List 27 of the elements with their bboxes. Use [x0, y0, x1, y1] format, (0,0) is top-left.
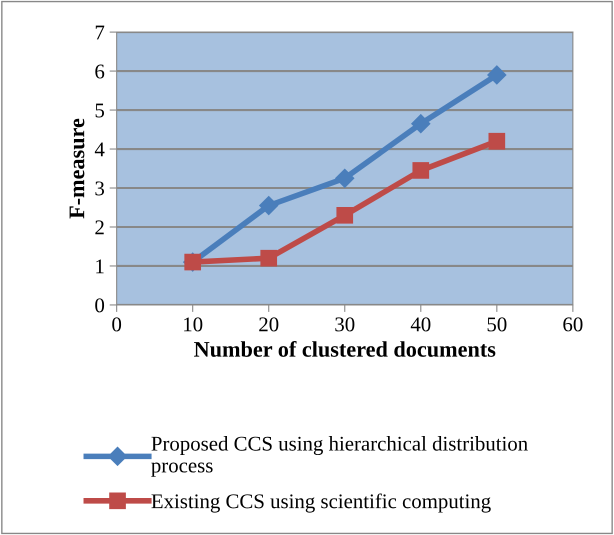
y-tick-label: 5 — [96, 104, 104, 118]
point — [411, 114, 430, 134]
point — [260, 250, 278, 267]
x-tick-label: 0 — [112, 317, 122, 332]
y-tick-label: 0 — [95, 298, 104, 312]
y-tick-label: 1 — [96, 259, 104, 274]
x-tick-label: 10 — [184, 317, 202, 332]
y-tick-label: 2 — [95, 220, 104, 234]
point — [487, 65, 506, 85]
y-tick-label: 6 — [95, 64, 104, 79]
x-axis-title: Number of clustered documents — [194, 340, 496, 357]
point — [488, 132, 506, 150]
x-tick-label: 40 — [410, 317, 430, 332]
point — [259, 196, 278, 216]
legend-label: Proposed CCS using hierarchical distribution process — [151, 436, 528, 477]
y-tick-label: 3 — [95, 181, 104, 196]
x-tick-label: 20 — [259, 317, 278, 332]
x-tick-label: 30 — [335, 317, 354, 332]
x-tick-label: 60 — [563, 317, 582, 332]
y-axis-title: F-measure — [70, 118, 84, 219]
x-tick-label: 50 — [488, 317, 506, 332]
point — [336, 206, 354, 224]
point — [412, 162, 430, 179]
point — [335, 168, 354, 188]
y-tick-label: 4 — [94, 142, 105, 156]
y-tick-label: 7 — [96, 26, 104, 40]
legend-label: Existing CCS using scientific computing — [151, 493, 491, 513]
